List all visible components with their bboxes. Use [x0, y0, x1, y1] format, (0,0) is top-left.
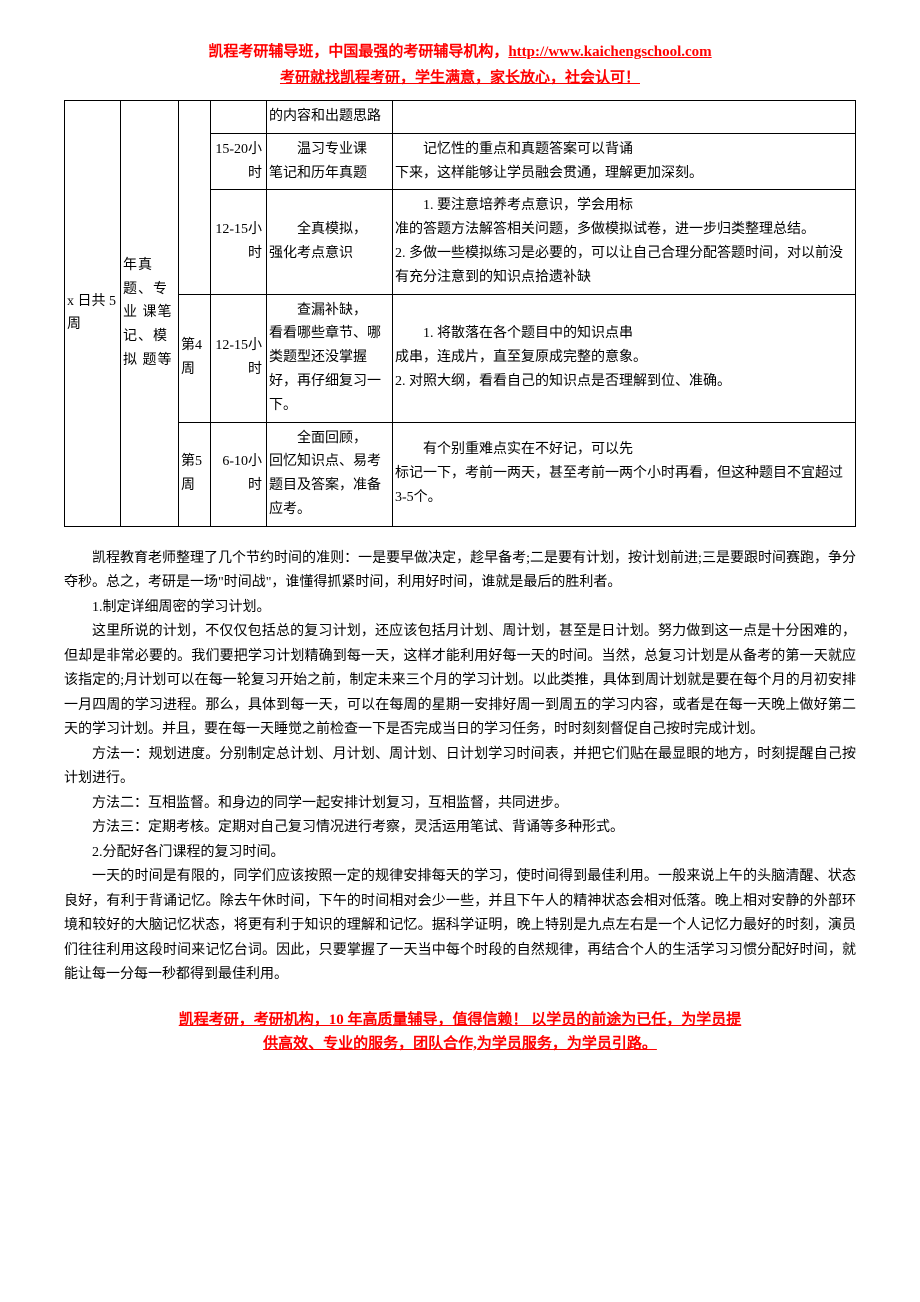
paragraph: 这里所说的计划，不仅仅包括总的复习计划，还应该包括月计划、周计划，甚至是日计划。… — [64, 620, 856, 743]
body-text: 凯程教育老师整理了几个节约时间的准则：一是要早做决定，趁早备考;二是要有计划，按… — [64, 547, 856, 988]
week-cell — [179, 101, 211, 295]
hours-cell: 15-20小时 — [211, 133, 267, 190]
task-rest: 强化考点意识 — [269, 246, 353, 261]
task-first: 全面回顾， — [269, 427, 390, 451]
goal-rest: 准的答题方法解答相关问题，多做模拟试卷，进一步归类整理总结。 2. 多做一些模拟… — [395, 222, 843, 285]
header-text: 凯程考研辅导班，中国最强的考研辅导机构， — [208, 44, 508, 60]
goal-rest: 下来，这样能够让学员融会贯通，理解更加深刻。 — [395, 166, 703, 181]
task-first: 查漏补缺， — [269, 299, 390, 323]
hours-cell — [211, 101, 267, 134]
task-cell: 的内容和出题思路 — [267, 101, 393, 134]
paragraph: 2.分配好各门课程的复习时间。 — [64, 841, 856, 866]
task-cell: 温习专业课笔记和历年真题 — [267, 133, 393, 190]
task-rest: 回忆知识点、易考题目及答案，准备应考。 — [269, 454, 381, 517]
goal-first: 1. 将散落在各个题目中的知识点串 — [395, 322, 853, 346]
week-cell: 第4 周 — [179, 294, 211, 422]
header-line2: 考研就找凯程考研，学生满意，家长放心，社会认可！ — [64, 66, 856, 90]
hours-cell: 6-10小时 — [211, 422, 267, 526]
task-first: 全真模拟， — [269, 218, 390, 242]
study-plan-table: x 日共 5 周 年真题、专 业 课笔 记、模 拟 题等 的内容和出题思路 15… — [64, 100, 856, 527]
task-rest: 笔记和历年真题 — [269, 166, 367, 181]
materials-cell: 年真题、专 业 课笔 记、模 拟 题等 — [121, 101, 179, 527]
header-url: http://www.kaichengschool.com — [508, 44, 711, 60]
goal-cell — [393, 101, 856, 134]
paragraph: 方法一：规划进度。分别制定总计划、月计划、周计划、日计划学习时间表，并把它们贴在… — [64, 743, 856, 792]
task-cell: 全面回顾， 回忆知识点、易考题目及答案，准备应考。 — [267, 422, 393, 526]
task-rest: 看看哪些章节、哪类题型还没掌握好，再仔细复习一下。 — [269, 326, 381, 412]
paragraph: 1.制定详细周密的学习计划。 — [64, 596, 856, 621]
goal-cell: 记忆性的重点和真题答案可以背诵下来，这样能够让学员融会贯通，理解更加深刻。 — [393, 133, 856, 190]
task-cell: 全真模拟， 强化考点意识 — [267, 190, 393, 294]
paragraph: 方法三：定期考核。定期对自己复习情况进行考察，灵活运用笔试、背诵等多种形式。 — [64, 816, 856, 841]
paragraph: 方法二：互相监督。和身边的同学一起安排计划复习，互相监督，共同进步。 — [64, 792, 856, 817]
period-cell: x 日共 5 周 — [65, 101, 121, 527]
footer-line1: 凯程考研，考研机构，10 年高质量辅导，值得信赖！ 以学员的前途为已任，为学员提 — [64, 1008, 856, 1032]
table-row: x 日共 5 周 年真题、专 业 课笔 记、模 拟 题等 的内容和出题思路 — [65, 101, 856, 134]
goal-cell: 有个别重难点实在不好记，可以先标记一下，考前一两天，甚至考前一两个小时再看，但这… — [393, 422, 856, 526]
goal-first: 有个别重难点实在不好记，可以先 — [395, 438, 853, 462]
goal-first: 记忆性的重点和真题答案可以背诵 — [395, 138, 853, 162]
goal-first: 1. 要注意培养考点意识，学会用标 — [395, 194, 853, 218]
week-cell: 第5 周 — [179, 422, 211, 526]
goal-cell: 1. 要注意培养考点意识，学会用标准的答题方法解答相关问题，多做模拟试卷，进一步… — [393, 190, 856, 294]
footer: 凯程考研，考研机构，10 年高质量辅导，值得信赖！ 以学员的前途为已任，为学员提… — [64, 1008, 856, 1056]
header-line1: 凯程考研辅导班，中国最强的考研辅导机构，http://www.kaichengs… — [64, 40, 856, 64]
task-first: 温习专业课 — [269, 138, 390, 162]
footer-line2: 供高效、专业的服务，团队合作,为学员服务，为学员引路。 — [64, 1032, 856, 1056]
paragraph: 一天的时间是有限的，同学们应该按照一定的规律安排每天的学习，使时间得到最佳利用。… — [64, 865, 856, 988]
table-row: 第5 周 6-10小时 全面回顾， 回忆知识点、易考题目及答案，准备应考。 有个别… — [65, 422, 856, 526]
task-cell: 查漏补缺， 看看哪些章节、哪类题型还没掌握好，再仔细复习一下。 — [267, 294, 393, 422]
paragraph: 凯程教育老师整理了几个节约时间的准则：一是要早做决定，趁早备考;二是要有计划，按… — [64, 547, 856, 596]
hours-cell: 12-15小时 — [211, 294, 267, 422]
goal-rest: 标记一下，考前一两天，甚至考前一两个小时再看，但这种题目不宜超过 3-5个。 — [395, 466, 843, 505]
hours-cell: 12-15小时 — [211, 190, 267, 294]
goal-rest: 成串，连成片，直至复原成完整的意象。 2. 对照大纲，看看自己的知识点是否理解到… — [395, 350, 731, 389]
goal-cell: 1. 将散落在各个题目中的知识点串成串，连成片，直至复原成完整的意象。 2. 对… — [393, 294, 856, 422]
table-row: 第4 周 12-15小时 查漏补缺， 看看哪些章节、哪类题型还没掌握好，再仔细复习… — [65, 294, 856, 422]
